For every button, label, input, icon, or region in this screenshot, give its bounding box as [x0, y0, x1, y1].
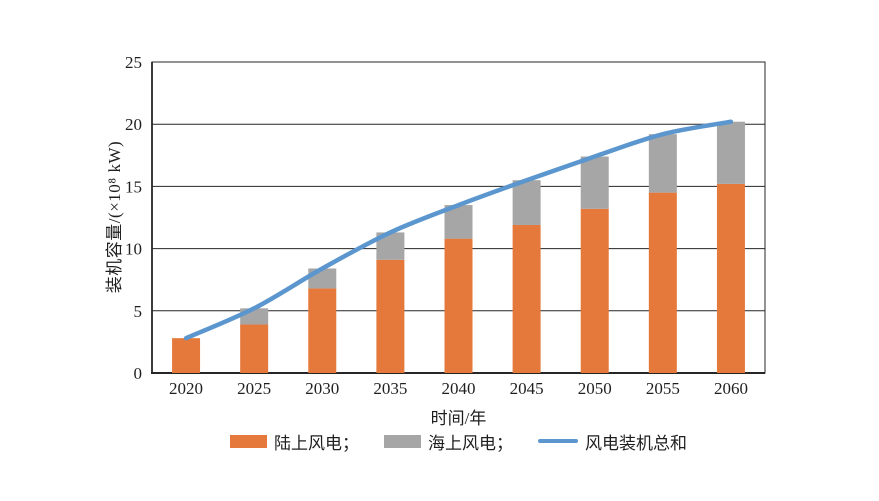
- x-tick-label: 2035: [373, 379, 407, 398]
- onshore-wind-swatch-icon: [230, 434, 267, 448]
- y-tick-label: 25: [125, 53, 142, 72]
- total-wind-line-swatch-icon: [538, 439, 578, 443]
- x-tick-label: 2040: [442, 379, 476, 398]
- legend-item-offshore: 海上风电；: [384, 429, 513, 454]
- x-tick-label: 2045: [510, 379, 544, 398]
- bar-offshore-segment: [580, 156, 609, 209]
- x-tick-label: 2025: [237, 379, 271, 398]
- x-tick-label: 2055: [646, 379, 680, 398]
- x-tick-label: 2050: [578, 379, 612, 398]
- y-tick-label: 5: [134, 302, 143, 321]
- bar-onshore-segment: [444, 238, 473, 373]
- x-tick-label: 2030: [305, 379, 339, 398]
- y-tick-label: 10: [125, 240, 142, 259]
- y-tick-label: 20: [125, 115, 142, 134]
- bar-onshore-segment: [512, 224, 541, 373]
- bar-onshore-segment: [580, 208, 609, 373]
- legend-label-offshore: 海上风电；: [428, 433, 513, 453]
- bar-offshore-segment: [716, 121, 745, 184]
- x-axis-title: 时间/年: [430, 409, 487, 428]
- legend-item-onshore: 陆上风电；: [230, 429, 359, 454]
- y-tick-label: 15: [125, 177, 142, 196]
- y-axis-title: 装机容量/(×10⁸ kW): [105, 140, 124, 294]
- bar-offshore-segment: [308, 268, 337, 289]
- total-capacity-line: [183, 119, 734, 341]
- legend-label-onshore: 陆上风电；: [274, 433, 359, 453]
- bar-onshore-segment: [172, 338, 201, 373]
- legend-label-total: 风电装机总和: [585, 433, 687, 453]
- bar-onshore-segment: [376, 259, 405, 373]
- bar-onshore-segment: [648, 192, 677, 373]
- bar-onshore-segment: [308, 288, 337, 373]
- chart-legend: 陆上风电； 海上风电； 风电装机总和: [152, 429, 765, 453]
- y-tick-label: 0: [134, 364, 143, 383]
- x-tick-label: 2020: [169, 379, 203, 398]
- bar-offshore-segment: [512, 180, 541, 225]
- x-tick-label: 2060: [714, 379, 748, 398]
- bar-onshore-segment: [240, 324, 269, 373]
- bar-onshore-segment: [716, 183, 745, 373]
- offshore-wind-swatch-icon: [384, 434, 421, 448]
- legend-item-total: 风电装机总和: [538, 429, 687, 454]
- bar-offshore-segment: [648, 134, 677, 193]
